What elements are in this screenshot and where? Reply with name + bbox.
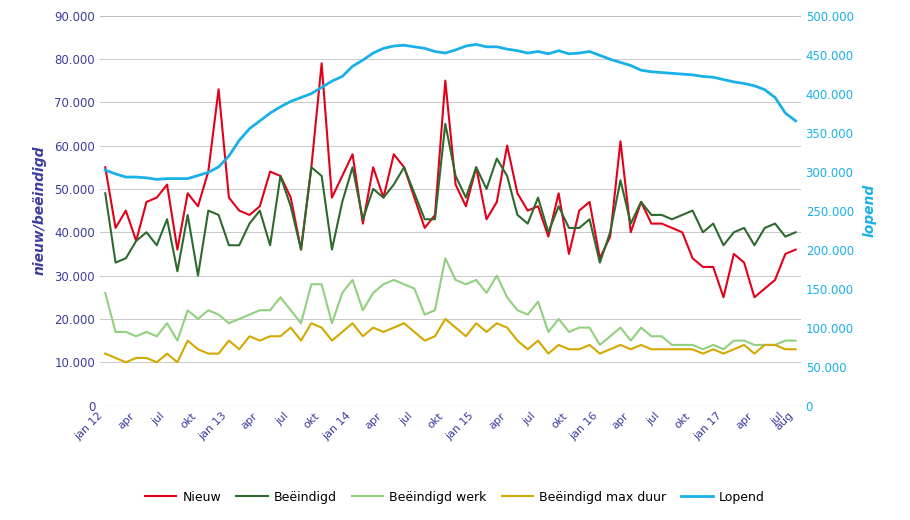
Nieuw bbox=[790, 246, 801, 253]
Beëindigd werk bbox=[574, 324, 585, 331]
Beëindigd bbox=[100, 190, 111, 197]
Line: Lopend: Lopend bbox=[106, 45, 795, 179]
Beëindigd werk bbox=[440, 255, 450, 262]
Nieuw bbox=[739, 259, 750, 266]
Beëindigd max duur bbox=[666, 346, 677, 353]
Nieuw bbox=[728, 251, 739, 257]
Beëindigd bbox=[584, 216, 595, 223]
Beëindigd werk bbox=[697, 346, 708, 353]
Beëindigd werk bbox=[100, 290, 111, 296]
Line: Nieuw: Nieuw bbox=[106, 63, 795, 297]
Y-axis label: nieuw/beëindigd: nieuw/beëindigd bbox=[32, 146, 46, 276]
Lopend bbox=[749, 83, 760, 89]
Lopend bbox=[100, 167, 111, 173]
Nieuw bbox=[100, 164, 111, 171]
Beëindigd bbox=[739, 225, 750, 231]
Nieuw bbox=[749, 294, 760, 301]
Lopend bbox=[615, 59, 626, 66]
Beëindigd max duur bbox=[739, 342, 750, 348]
Beëindigd max duur bbox=[749, 350, 760, 357]
Lopend bbox=[470, 42, 481, 48]
Nieuw bbox=[574, 207, 585, 214]
Beëindigd bbox=[440, 121, 450, 127]
Line: Beëindigd max duur: Beëindigd max duur bbox=[106, 319, 795, 362]
Beëindigd werk bbox=[749, 342, 760, 348]
Beëindigd max duur bbox=[584, 342, 595, 348]
Beëindigd bbox=[193, 272, 204, 279]
Beëindigd werk bbox=[739, 337, 750, 344]
Lopend bbox=[584, 48, 595, 55]
Beëindigd max duur bbox=[615, 342, 626, 348]
Beëindigd bbox=[790, 229, 801, 236]
Beëindigd werk bbox=[656, 333, 667, 340]
Line: Beëindigd werk: Beëindigd werk bbox=[106, 258, 795, 349]
Y-axis label: lopend: lopend bbox=[862, 184, 876, 237]
Lopend bbox=[666, 70, 677, 76]
Beëindigd max duur bbox=[100, 350, 111, 357]
Beëindigd bbox=[666, 216, 677, 223]
Beëindigd max duur bbox=[120, 359, 131, 366]
Lopend bbox=[151, 176, 162, 183]
Nieuw bbox=[605, 233, 616, 240]
Lopend bbox=[728, 79, 739, 85]
Beëindigd werk bbox=[605, 333, 616, 340]
Beëindigd bbox=[749, 242, 760, 249]
Beëindigd bbox=[728, 229, 739, 236]
Beëindigd werk bbox=[728, 337, 739, 344]
Line: Beëindigd: Beëindigd bbox=[106, 124, 795, 276]
Beëindigd bbox=[615, 177, 626, 184]
Nieuw bbox=[316, 60, 327, 67]
Beëindigd max duur bbox=[728, 346, 739, 353]
Lopend bbox=[739, 80, 750, 86]
Nieuw bbox=[718, 294, 729, 301]
Lopend bbox=[790, 118, 801, 124]
Beëindigd werk bbox=[790, 337, 801, 344]
Nieuw bbox=[656, 220, 667, 227]
Beëindigd max duur bbox=[790, 346, 801, 353]
Beëindigd max duur bbox=[440, 316, 450, 322]
Legend: Nieuw, Beëindigd, Beëindigd werk, Beëindigd max duur, Lopend: Nieuw, Beëindigd, Beëindigd werk, Beëind… bbox=[140, 486, 770, 509]
